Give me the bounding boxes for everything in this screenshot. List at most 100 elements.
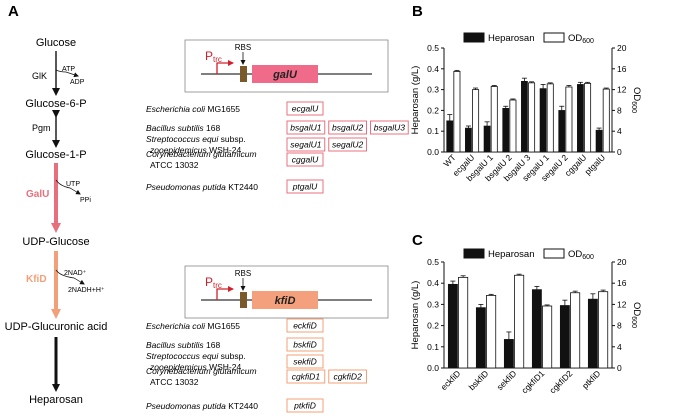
bar-od600 <box>514 274 525 369</box>
species-name-line2: ATCC 13032 <box>150 377 199 387</box>
cofactor-nadh: 2NADH+H⁺ <box>68 287 105 294</box>
bar-od600 <box>453 71 461 153</box>
gene-box <box>286 354 324 369</box>
gene-box-label: cggalU <box>292 155 319 165</box>
legend-swatch-od <box>543 248 565 259</box>
legend-swatch-od <box>543 32 565 43</box>
gene-box-label: ecgalU <box>292 104 319 114</box>
bar-heparosan <box>558 110 566 153</box>
bar-od600 <box>458 276 469 369</box>
y-right-tick-label: 0 <box>617 363 622 373</box>
y-right-tick-label: 4 <box>617 126 622 136</box>
metabolite-heparosan: Heparosan <box>29 394 83 406</box>
cofactor-utp: UTP <box>66 181 80 188</box>
bar-od600 <box>542 305 553 369</box>
gene-box <box>286 152 324 167</box>
metabolite-glucose-6-p: Glucose-6-P <box>25 98 86 110</box>
gene-box <box>370 120 409 135</box>
legend: Heparosan OD600 <box>463 248 594 261</box>
y-right-tick-label: 12 <box>617 85 627 95</box>
y-tick-label: 0.2 <box>427 321 439 331</box>
enzyme-kfid: KfiD <box>26 274 47 285</box>
y-right-axis-title: OD600 <box>630 87 642 113</box>
species-name: Streptococcus equi subsp. <box>146 134 246 144</box>
species-row: Bacillus subtilis 168 bsgalU1 bsgalU2 bsgal… <box>146 120 409 135</box>
panel-label-c: C <box>412 232 423 249</box>
chart-B: B 0.0 0.1 0.2 0.3 0.4 0.5 0 4 8 12 16 20 Heparosan (g… <box>410 3 642 183</box>
bar-heparosan <box>539 88 547 153</box>
bar-od600 <box>546 83 554 153</box>
x-tick-label: eckfiD <box>439 368 463 392</box>
y-right-tick-label: 12 <box>617 299 627 309</box>
y-right-tick-label: 8 <box>617 105 622 115</box>
gene-box <box>286 101 324 116</box>
metabolite-udp-glucuronic-acid: UDP-Glucuronic acid <box>5 321 108 333</box>
x-tick-label: ptkfiD <box>580 368 602 390</box>
chart-C: C 0.0 0.1 0.2 0.3 0.4 0.5 0 4 8 12 16 20 Heparosan (g… <box>410 232 642 395</box>
metabolite-glucose: Glucose <box>36 37 76 49</box>
bar-od600 <box>509 99 517 153</box>
y-tick-label: 0.3 <box>427 85 439 95</box>
atp-adp-arrow <box>55 69 79 78</box>
gene-box <box>328 369 367 384</box>
species-row: Streptococcus equi subsp.zooepidemicus W… <box>146 351 324 372</box>
y-right-tick-label: 8 <box>617 321 622 331</box>
y-tick-label: 0.4 <box>427 64 439 74</box>
gene-box-label: bsgalU1 <box>290 123 321 133</box>
species-name: Bacillus subtilis 168 <box>146 123 220 133</box>
metabolite-glucose-1-p: Glucose-1-P <box>25 149 86 161</box>
metabolite-udp-glucose: UDP-Glucose <box>22 236 89 248</box>
bar-heparosan <box>475 307 486 369</box>
y-axis-title: Heparosan (g/L) <box>410 281 421 350</box>
gene-box-label: segalU2 <box>332 140 363 150</box>
gene-box-label: cgkfiD1 <box>292 372 321 382</box>
pathway: Glucose Glucose-6-P Glucose-1-P UDP-Gluc… <box>5 37 108 406</box>
bar-heparosan <box>531 289 542 369</box>
bar-heparosan <box>447 283 458 369</box>
gene-box-label: bsgalU3 <box>374 123 405 133</box>
promoter-arrow <box>216 60 234 74</box>
species-name-line2: zooepidemicus WSH-24 <box>149 362 241 372</box>
legend: Heparosan OD600 <box>463 32 594 45</box>
species-name: Pseudomonas putida KT2440 <box>146 182 258 192</box>
gene-box-label: ptkfiD <box>293 401 316 411</box>
gene-box <box>286 120 326 135</box>
gene-block <box>252 65 318 83</box>
gene-label: galU <box>272 69 298 81</box>
enzyme-glk: GlK <box>32 71 47 81</box>
enzyme-galu: GalU <box>26 189 49 200</box>
gene-box-label: ptgalU <box>292 182 318 192</box>
species-name: Corynebacterium glutamicum <box>146 149 257 159</box>
species-name: Bacillus subtilis 168 <box>146 340 220 350</box>
enzyme-pgm: Pgm <box>32 123 51 133</box>
y-right-tick-label: 4 <box>617 342 622 352</box>
y-tick-label: 0.5 <box>427 43 439 53</box>
gene-box <box>286 398 324 413</box>
cofactor-nad: 2NAD⁺ <box>64 270 87 277</box>
y-tick-label: 0.1 <box>427 126 439 136</box>
y-tick-label: 0.0 <box>427 147 439 157</box>
bar-od600 <box>528 82 536 153</box>
bar-heparosan <box>502 108 510 153</box>
bar-od600 <box>598 291 609 369</box>
bar-od600 <box>472 89 480 153</box>
x-tick-label: bskfiD <box>467 368 491 392</box>
y-right-tick-label: 16 <box>617 278 627 288</box>
gene-box-label: cgkfiD2 <box>333 372 362 382</box>
species-row: Escherichia coli MG1655 eckfiD <box>146 318 324 333</box>
gene-box <box>286 137 326 152</box>
bar-od600 <box>602 88 610 153</box>
y-tick-label: 0.0 <box>427 363 439 373</box>
x-tick-label: sekfiD <box>495 368 519 392</box>
nad-nadh-arrow <box>55 269 85 285</box>
species-row: Escherichia coli MG1655 ecgalU <box>146 101 324 116</box>
rbs-label: RBS <box>235 43 251 52</box>
species-name: Corynebacterium glutamicum <box>146 366 257 376</box>
gene-box <box>286 318 324 333</box>
bar-od600 <box>486 294 497 369</box>
